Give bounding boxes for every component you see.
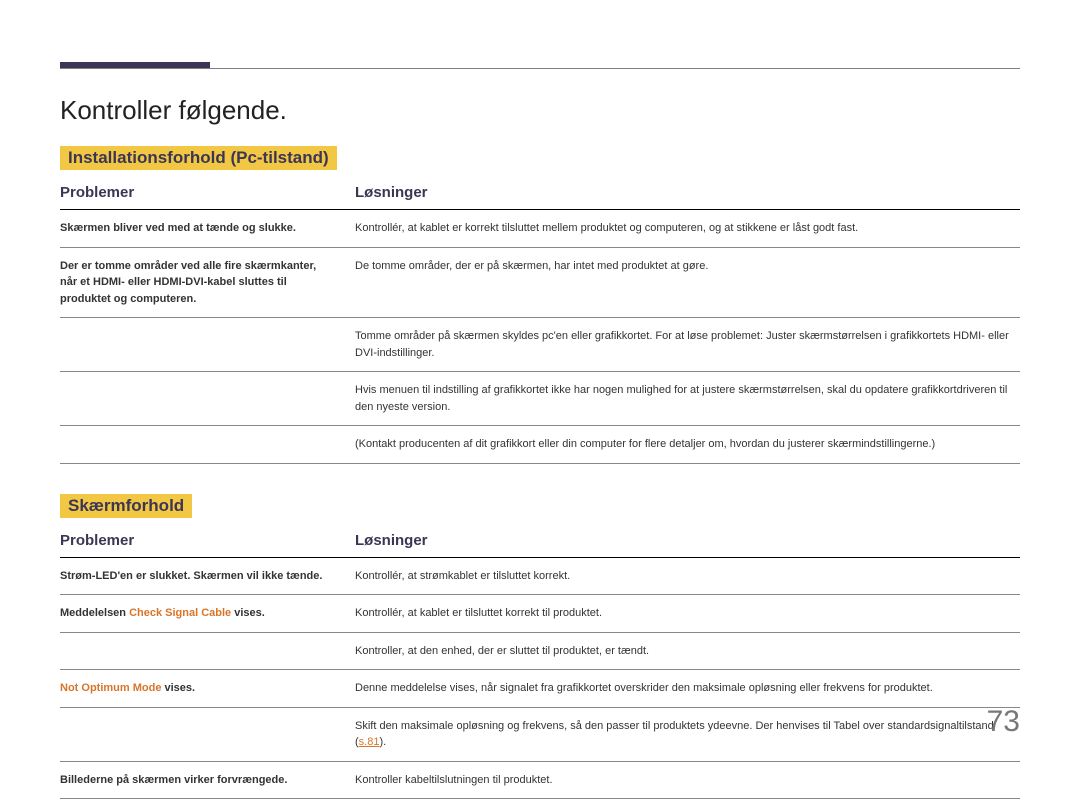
solution-text: Skift den maksimale opløsning og frekven… — [355, 720, 994, 749]
table-row: Tomme områder på skærmen skyldes pc'en e… — [60, 318, 1020, 372]
col-header-solution: Løsninger — [355, 532, 1020, 549]
table-row: (Kontakt producenten af dit grafikkort e… — [60, 426, 1020, 464]
problem-cell: Not Optimum Mode vises. — [60, 680, 355, 697]
section-heading: Skærmforhold — [60, 494, 192, 518]
problem-text: Meddelelsen — [60, 607, 129, 619]
solution-cell: Hvis menuen til indstilling af grafikkor… — [355, 382, 1020, 415]
section: Installationsforhold (Pc-tilstand) Proble… — [60, 146, 1020, 464]
problem-cell: Meddelelsen Check Signal Cable vises. — [60, 605, 355, 622]
troubleshoot-table: ProblemerLøsninger Strøm-LED'en er slukke… — [60, 532, 1020, 799]
troubleshoot-table: ProblemerLøsninger Skærmen bliver ved med… — [60, 184, 1020, 464]
table-row: Not Optimum Mode vises.Denne meddelelse … — [60, 670, 1020, 708]
table-header: ProblemerLøsninger — [60, 532, 1020, 558]
solution-cell: Kontrollér, at strømkablet er tilsluttet… — [355, 568, 1020, 585]
page-title: Kontroller følgende. — [60, 95, 1020, 126]
problem-text: vises. — [231, 607, 265, 619]
solution-cell: Skift den maksimale opløsning og frekven… — [355, 718, 1020, 751]
problem-text: vises. — [161, 682, 195, 694]
table-header: ProblemerLøsninger — [60, 184, 1020, 210]
table-row: Skærmen bliver ved med at tænde og slukk… — [60, 210, 1020, 248]
page-content: Kontroller følgende. Installationsforhol… — [60, 95, 1020, 799]
page-reference-link[interactable]: s.81 — [359, 736, 380, 748]
header-rule — [60, 68, 1020, 69]
problem-cell: Der er tomme områder ved alle fire skærm… — [60, 258, 355, 308]
solution-text: ). — [379, 736, 386, 748]
solution-cell: Denne meddelelse vises, når signalet fra… — [355, 680, 1020, 697]
col-header-problem: Problemer — [60, 532, 355, 549]
table-row: Der er tomme områder ved alle fire skærm… — [60, 248, 1020, 319]
table-row: Kontroller, at den enhed, der er sluttet… — [60, 633, 1020, 671]
problem-cell: Skærmen bliver ved med at tænde og slukk… — [60, 220, 355, 237]
problem-cell: Strøm-LED'en er slukket. Skærmen vil ikk… — [60, 568, 355, 585]
problem-cell — [60, 328, 355, 361]
solution-cell: Tomme områder på skærmen skyldes pc'en e… — [355, 328, 1020, 361]
table-row: Meddelelsen Check Signal Cable vises.Kon… — [60, 595, 1020, 633]
page-number: 73 — [987, 705, 1020, 739]
problem-cell — [60, 436, 355, 453]
solution-cell: Kontroller kabeltilslutningen til produk… — [355, 772, 1020, 789]
sections-container: Installationsforhold (Pc-tilstand) Proble… — [60, 146, 1020, 799]
problem-cell — [60, 718, 355, 751]
problem-highlight: Check Signal Cable — [129, 607, 231, 619]
solution-cell: Kontrollér, at kablet er korrekt tilslut… — [355, 220, 1020, 237]
col-header-solution: Løsninger — [355, 184, 1020, 201]
problem-highlight: Not Optimum Mode — [60, 682, 161, 694]
solution-cell: De tomme områder, der er på skærmen, har… — [355, 258, 1020, 308]
section: Skærmforhold ProblemerLøsninger Strøm-LED'… — [60, 494, 1020, 799]
table-row: Hvis menuen til indstilling af grafikkor… — [60, 372, 1020, 426]
table-row: Strøm-LED'en er slukket. Skærmen vil ikk… — [60, 558, 1020, 596]
table-row: Skift den maksimale opløsning og frekven… — [60, 708, 1020, 762]
solution-cell: (Kontakt producenten af dit grafikkort e… — [355, 436, 1020, 453]
problem-cell: Billederne på skærmen virker forvrængede… — [60, 772, 355, 789]
problem-cell — [60, 382, 355, 415]
solution-cell: Kontrollér, at kablet er tilsluttet korr… — [355, 605, 1020, 622]
solution-cell: Kontroller, at den enhed, der er sluttet… — [355, 643, 1020, 660]
problem-cell — [60, 643, 355, 660]
col-header-problem: Problemer — [60, 184, 355, 201]
table-row: Billederne på skærmen virker forvrængede… — [60, 762, 1020, 799]
section-heading: Installationsforhold (Pc-tilstand) — [60, 146, 337, 170]
